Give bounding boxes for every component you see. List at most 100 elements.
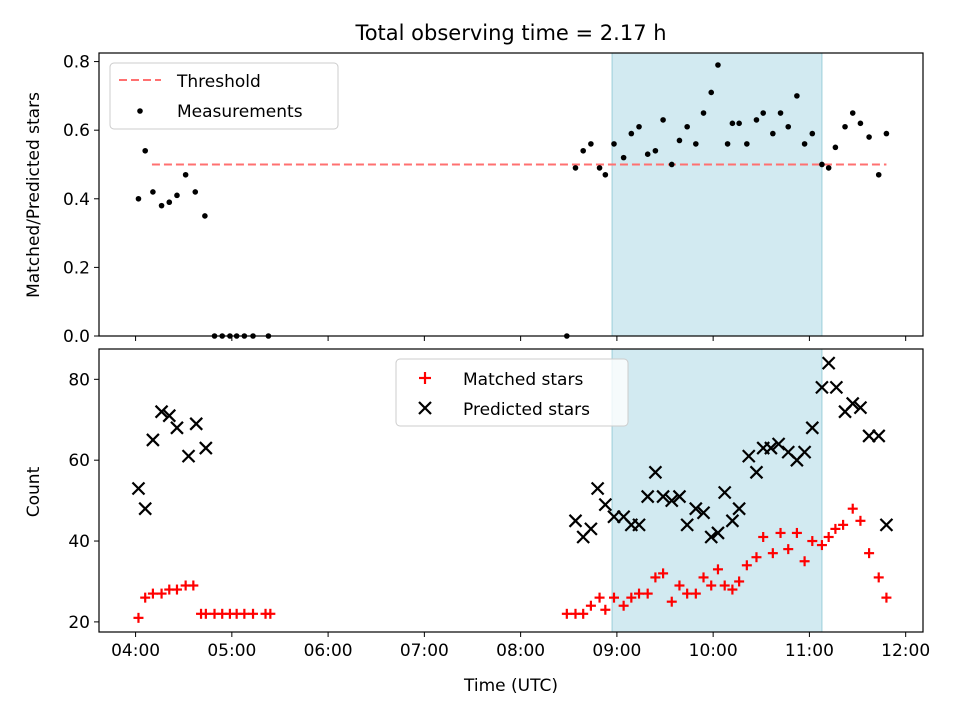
measurement-point — [158, 202, 165, 209]
y-tick-label: 60 — [68, 451, 90, 471]
matched-star-point — [133, 612, 144, 623]
measurement-point — [744, 141, 750, 147]
matched-star-point — [758, 531, 769, 542]
predicted-star-point — [741, 449, 756, 463]
predicted-star-point — [568, 514, 583, 528]
measurement-point — [676, 137, 683, 144]
y-tick-label: 0.2 — [63, 258, 90, 278]
predicted-star-point — [632, 518, 646, 532]
predicted-star-point — [879, 518, 894, 532]
predicted-star-point — [648, 465, 663, 480]
predicted-star-point — [717, 485, 732, 500]
matched-star-point — [585, 600, 596, 611]
measurement-point — [715, 62, 721, 68]
y-tick-label: 80 — [68, 370, 90, 390]
matched-star-point — [561, 608, 572, 619]
measurement-point — [708, 89, 715, 96]
matched-star-point — [698, 572, 709, 583]
matched-star-point — [830, 523, 841, 534]
measurement-point — [174, 192, 180, 199]
predicted-star-point — [862, 429, 876, 443]
predicted-star-point — [146, 433, 160, 447]
measurement-point — [166, 199, 173, 206]
predicted-star-point — [805, 421, 820, 435]
y-tick-label: 20 — [68, 613, 90, 633]
measurement-point — [849, 110, 856, 116]
matched-star-point — [265, 608, 276, 619]
matched-star-point — [838, 519, 849, 530]
matched-star-point — [807, 536, 818, 547]
measurement-point — [857, 120, 864, 127]
predicted-star-point — [704, 530, 719, 544]
counts-legend: Matched stars Predicted stars — [395, 358, 629, 427]
matched-star-point — [248, 608, 259, 619]
predicted-star-point — [853, 400, 868, 415]
measurement-point — [636, 123, 642, 130]
predicted-star-point — [871, 429, 886, 443]
observing-window-band — [611, 52, 823, 337]
measurement-point — [135, 195, 142, 202]
measurement-point — [182, 171, 189, 178]
measurement-point — [142, 147, 149, 154]
matched-star-point — [727, 584, 738, 595]
measurement-point — [760, 110, 767, 116]
matched-star-point — [171, 584, 182, 595]
legend-predicted-label: Predicted stars — [463, 400, 590, 420]
matched-star-point — [741, 560, 752, 571]
predicted-star-point — [181, 449, 196, 463]
y-tick-label: 0.6 — [63, 121, 90, 141]
measurement-point — [794, 93, 800, 99]
matched-star-point — [642, 588, 653, 599]
matched-star-point — [156, 588, 167, 599]
predicted-star-point — [680, 518, 694, 532]
matched-star-point — [751, 552, 762, 563]
predicted-star-point — [189, 417, 204, 431]
matched-star-point — [775, 527, 786, 538]
measurement-point — [668, 161, 675, 168]
measurement-point — [572, 165, 579, 171]
y-tick-label: 0.4 — [63, 190, 90, 210]
measurement-point — [866, 134, 872, 140]
measurement-point — [819, 161, 825, 168]
measurement-point — [628, 130, 635, 137]
measurement-point — [611, 141, 617, 147]
measurement-point — [736, 120, 742, 127]
predicted-star-point — [672, 489, 687, 504]
measurement-point — [644, 151, 651, 157]
predicted-star-point — [590, 481, 605, 496]
measurement-point — [660, 117, 666, 123]
x-tick-label: 04:00 — [111, 641, 160, 661]
matched-star-point — [239, 608, 250, 619]
legend-matched-swatch — [419, 372, 431, 384]
matched-star-point — [783, 544, 794, 555]
ratio-legend: Threshold Measurements — [109, 62, 339, 130]
y-tick-label: 40 — [68, 532, 90, 552]
legend-matched-label: Matched stars — [463, 370, 583, 390]
matched-star-point — [200, 608, 211, 619]
matched-star-point — [799, 556, 810, 567]
legend-predicted-swatch — [418, 401, 432, 415]
measurement-point — [753, 117, 760, 123]
measurement-point — [192, 189, 199, 195]
x-tick-label: 05:00 — [207, 641, 256, 661]
matched-star-point — [864, 548, 875, 559]
matched-star-point — [666, 596, 677, 607]
predicted-star-point — [711, 526, 725, 540]
predicted-star-point — [749, 465, 764, 480]
x-tick-label: 07:00 — [400, 641, 449, 661]
measurement-point — [825, 165, 832, 171]
predicted-star-point — [821, 356, 836, 370]
ratio-panel: 0.00.20.40.60.8 Matched/Predicted stars … — [24, 52, 924, 347]
matched-star-point — [690, 588, 701, 599]
y-tick-label: 0.8 — [63, 53, 90, 73]
ratio-y-axis-label: Matched/Predicted stars — [24, 92, 44, 298]
matched-star-point — [706, 580, 717, 591]
predicted-star-point — [199, 441, 213, 455]
measurement-point — [693, 141, 699, 147]
matched-star-point — [618, 600, 629, 611]
matched-star-point — [658, 568, 669, 579]
predicted-star-point — [696, 505, 711, 520]
matched-star-point — [767, 548, 778, 559]
measurement-point — [602, 171, 609, 178]
matched-star-point — [188, 580, 199, 591]
